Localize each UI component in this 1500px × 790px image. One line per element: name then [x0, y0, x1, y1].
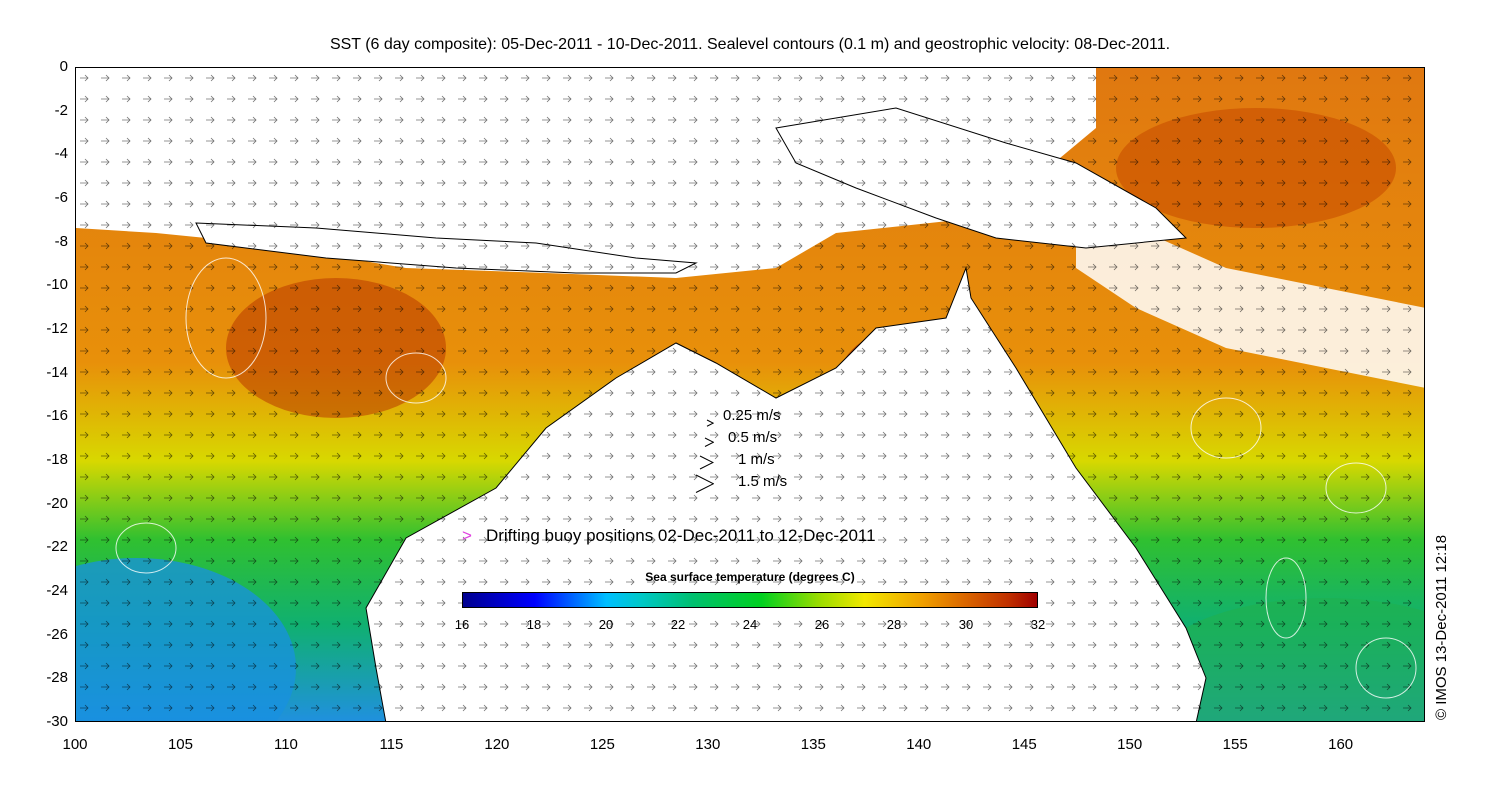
x-tick-label: 135	[800, 736, 826, 753]
geostrophic-velocity-arrows	[76, 68, 1424, 721]
colorbar-tick-label: 20	[598, 617, 614, 632]
y-tick-label: -10	[46, 276, 68, 294]
x-tick-label: 155	[1222, 736, 1248, 753]
colorbar-tick-label: 30	[958, 617, 974, 632]
colorbar	[462, 592, 1038, 608]
velocity-arrow-icon	[704, 435, 715, 453]
velocity-legend-label: 0.25 m/s	[723, 407, 781, 424]
buoy-legend-label: Drifting buoy positions 02-Dec-2011 to 1…	[485, 526, 876, 545]
colorbar-tick-label: 32	[1030, 617, 1046, 632]
velocity-legend-label: 1.5 m/s	[738, 473, 788, 490]
y-tick-label: -16	[46, 407, 68, 425]
y-tick-label: -8	[54, 232, 68, 250]
y-tick-label: -12	[46, 320, 68, 337]
y-tick-label: -6	[54, 189, 68, 206]
y-tick-label: -30	[46, 713, 68, 730]
sst-map-canvas	[76, 68, 1424, 721]
colorbar-tick-label: 16	[454, 617, 470, 632]
x-tick-label: 130	[695, 736, 721, 753]
y-tick-label: -20	[46, 494, 68, 512]
map-title: SST (6 day composite): 05-Dec-2011 - 10-…	[329, 36, 1171, 53]
colorbar-tick-label: 26	[814, 617, 830, 632]
buoy-marker-icon: >	[462, 526, 472, 545]
velocity-legend-label: 1 m/s	[738, 451, 775, 468]
y-tick-label: -24	[46, 582, 68, 599]
copyright-label: © IMOS 13-Dec-2011 12:18	[1433, 534, 1450, 720]
x-tick-label: 110	[273, 736, 298, 753]
y-tick-label: -18	[46, 451, 68, 468]
sst-map	[75, 67, 1425, 722]
x-tick-label: 100	[62, 736, 88, 753]
velocity-arrow-icon	[695, 474, 715, 499]
y-tick-label: -4	[54, 145, 68, 163]
y-tick-label: -14	[46, 363, 68, 381]
buoy-legend: > Drifting buoy positions 02-Dec-2011 to …	[462, 526, 876, 546]
colorbar-title: Sea surface temperature (degrees C)	[645, 570, 855, 584]
velocity-legend-label: 0.5 m/s	[728, 429, 778, 446]
colorbar-tick-label: 24	[742, 617, 758, 632]
x-tick-label: 125	[589, 736, 615, 753]
x-tick-label: 145	[1011, 736, 1037, 753]
y-tick-label: -2	[54, 101, 68, 119]
y-tick-label: -26	[46, 625, 68, 643]
velocity-arrow-icon	[699, 455, 715, 475]
colorbar-tick-label: 28	[886, 617, 902, 632]
colorbar-tick-label: 22	[670, 617, 686, 632]
y-tick-label: 0	[59, 58, 68, 75]
colorbar-tick-label: 18	[526, 617, 542, 632]
x-tick-label: 120	[484, 736, 510, 753]
y-tick-label: -22	[46, 538, 68, 556]
velocity-arrow-icon	[706, 414, 715, 432]
y-tick-label: -28	[46, 669, 68, 687]
x-tick-label: 160	[1328, 736, 1354, 753]
x-tick-label: 140	[906, 736, 932, 753]
x-tick-label: 150	[1117, 736, 1143, 753]
x-tick-label: 115	[379, 736, 404, 753]
x-tick-label: 105	[167, 736, 193, 753]
sealevel-contours	[115, 257, 1417, 699]
